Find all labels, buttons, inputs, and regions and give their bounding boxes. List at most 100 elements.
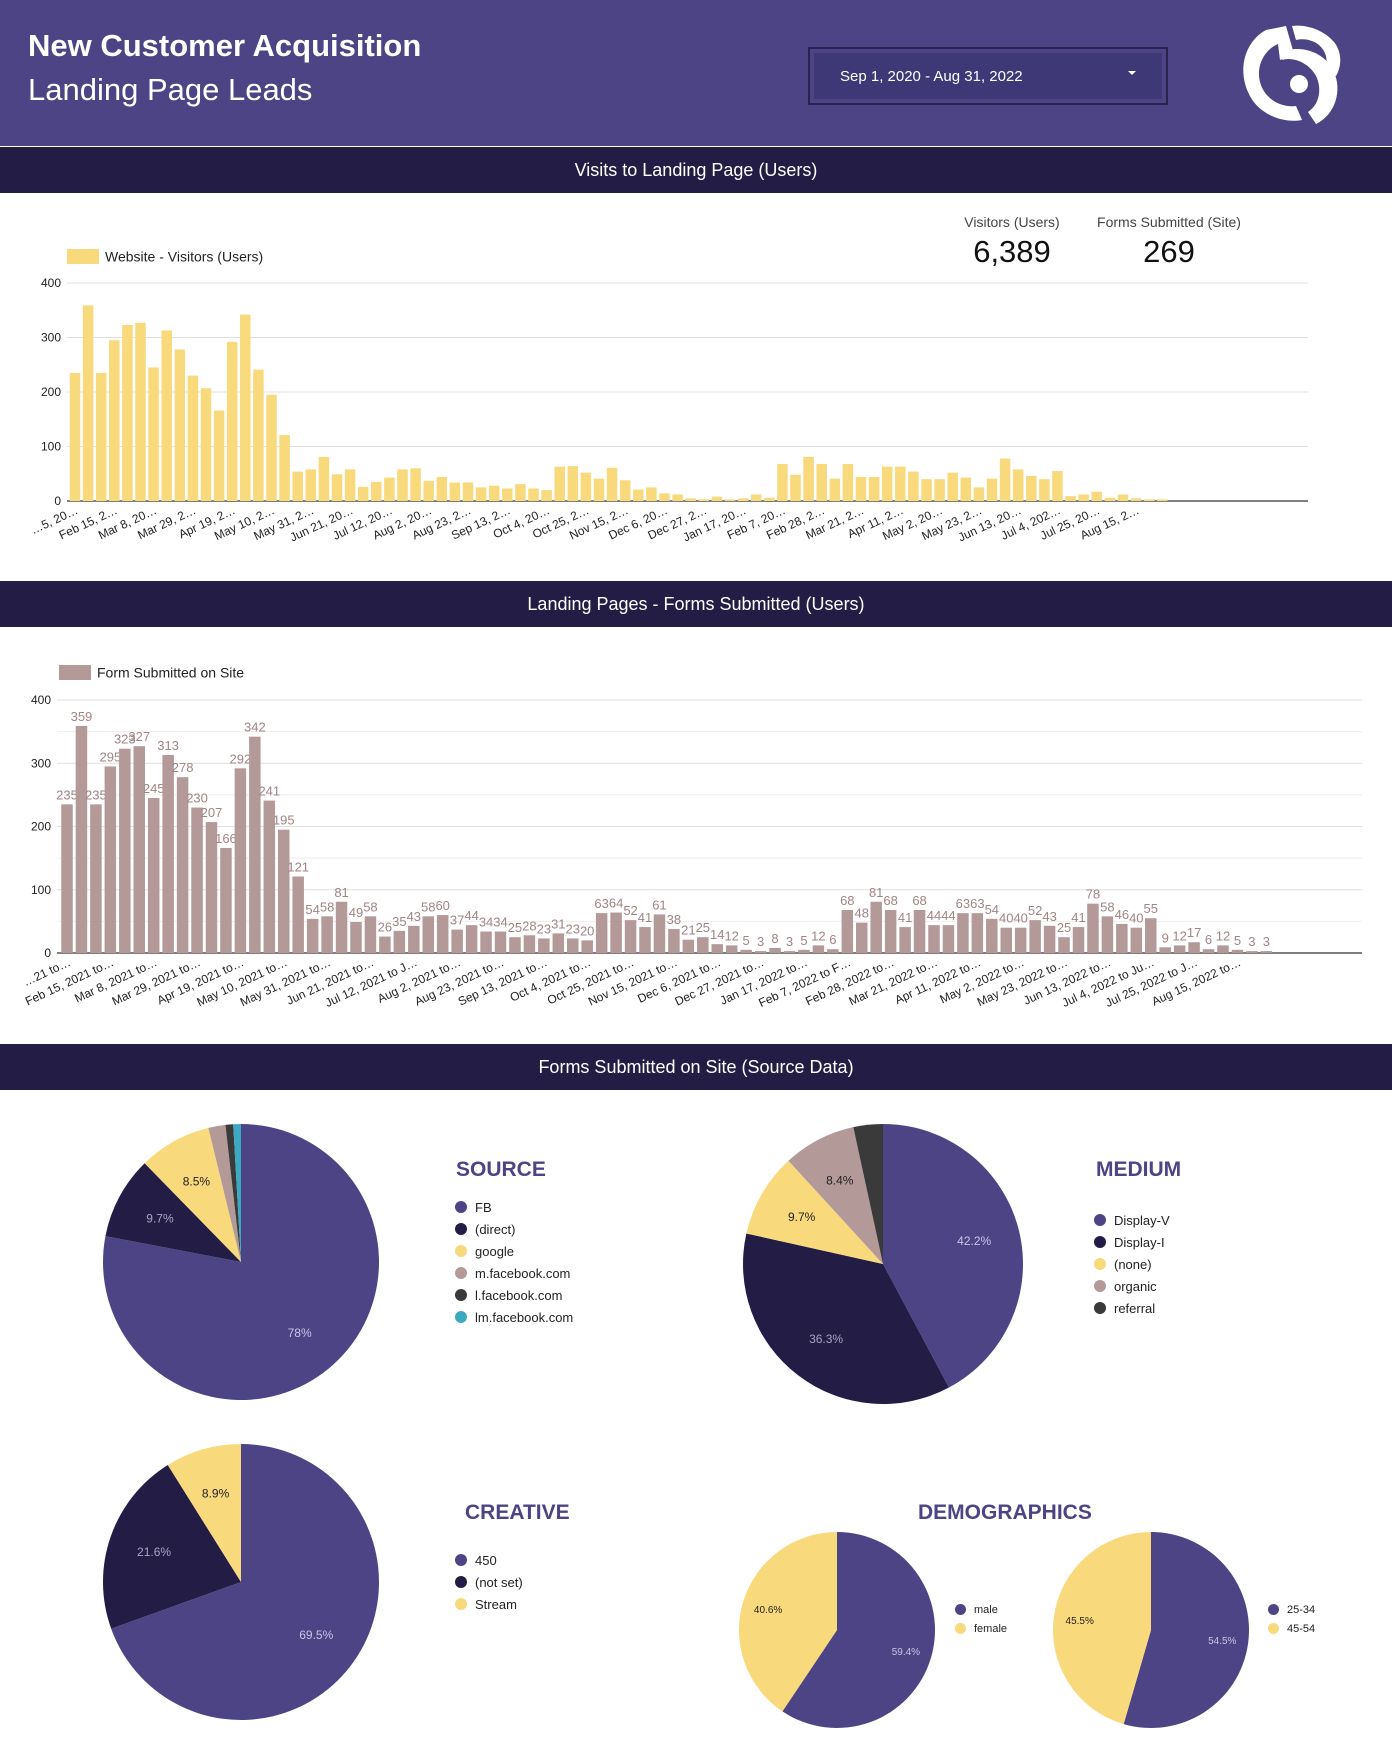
- bar: [619, 480, 631, 501]
- section-band-forms: Landing Pages - Forms Submitted (Users): [0, 581, 1392, 627]
- legend-item: lm.facebook.com: [455, 1306, 573, 1328]
- page-subtitle: Landing Page Leads: [28, 72, 313, 107]
- data-label: 23: [566, 921, 580, 936]
- bar: [292, 471, 303, 501]
- data-label: 40: [1129, 911, 1143, 926]
- bar: [1260, 951, 1273, 953]
- legend-item: Display-I: [1094, 1231, 1170, 1253]
- data-label: 46: [1115, 907, 1129, 922]
- legend-item: 25-34: [1268, 1600, 1315, 1619]
- bar: [921, 479, 932, 501]
- bar: [475, 487, 487, 501]
- header: New Customer Acquisition Landing Page Le…: [0, 0, 1392, 146]
- bar: [541, 490, 552, 501]
- bar: [633, 489, 644, 501]
- bar: [812, 945, 825, 953]
- data-label: 313: [157, 738, 179, 753]
- bar: [798, 949, 810, 953]
- y-tick-label: 400: [31, 693, 51, 707]
- bar: [754, 951, 767, 953]
- bar: [205, 822, 218, 953]
- data-label: 49: [349, 905, 363, 920]
- data-label: 12: [1172, 928, 1186, 943]
- legend-dot: [455, 1245, 467, 1257]
- kpi-visitors: Visitors (Users) 6,389: [950, 214, 1074, 270]
- bar: [1012, 469, 1024, 501]
- data-label: 37: [450, 913, 464, 928]
- bar: [95, 372, 107, 501]
- bar: [1052, 471, 1063, 501]
- data-label: 52: [1028, 903, 1042, 918]
- pie-slice: [102, 1465, 241, 1629]
- y-tick-label: 0: [54, 494, 61, 508]
- pie-label: 9.7%: [788, 1210, 816, 1224]
- bar: [653, 914, 666, 953]
- pie-label: 69.5%: [299, 1628, 333, 1642]
- bar: [263, 800, 276, 953]
- data-label: 40: [1013, 911, 1027, 926]
- data-label: 295: [99, 749, 121, 764]
- bar: [393, 930, 406, 953]
- pie-label: 8.4%: [826, 1174, 854, 1188]
- data-label: 38: [667, 912, 681, 927]
- bar: [1159, 947, 1171, 953]
- data-label: 58: [320, 899, 334, 914]
- bar: [668, 928, 680, 953]
- legend-dot: [1094, 1280, 1106, 1292]
- data-label: 166: [215, 831, 237, 846]
- bar: [711, 496, 723, 501]
- data-label: 63: [594, 896, 608, 911]
- data-label: 54: [305, 902, 319, 917]
- bar: [1117, 494, 1129, 501]
- data-label: 121: [287, 859, 309, 874]
- bar: [1143, 499, 1155, 501]
- bar: [829, 478, 841, 501]
- kpi-forms-label: Forms Submitted (Site): [1097, 214, 1241, 230]
- date-range-picker[interactable]: Sep 1, 2020 - Aug 31, 2022: [808, 47, 1168, 105]
- bar: [82, 305, 94, 501]
- data-label: 34: [479, 914, 493, 929]
- bar: [698, 499, 710, 501]
- kpi-forms: Forms Submitted (Site) 269: [1092, 214, 1246, 270]
- bar: [279, 435, 290, 501]
- data-label: 41: [1071, 910, 1085, 925]
- bar: [672, 494, 683, 501]
- bar: [855, 477, 867, 501]
- data-label: 12: [724, 928, 738, 943]
- pie-slice: [853, 1124, 883, 1264]
- section-band-visits: Visits to Landing Page (Users): [0, 147, 1392, 193]
- y-tick-label: 300: [31, 756, 51, 770]
- data-label: 5: [743, 933, 750, 948]
- bar: [581, 940, 593, 953]
- data-label: 235: [85, 787, 107, 802]
- legend-item: l.facebook.com: [455, 1284, 573, 1306]
- bar: [899, 927, 911, 953]
- bar: [104, 766, 117, 953]
- data-label: 55: [1144, 901, 1158, 916]
- source-legend: FB (direct) google m.facebook.com l.face…: [455, 1196, 573, 1328]
- ampersand-logo-icon: [1243, 25, 1341, 124]
- legend-item: Display-V: [1094, 1209, 1170, 1231]
- bar: [278, 829, 290, 953]
- bar: [697, 937, 709, 953]
- bar: [659, 493, 670, 501]
- data-label: 43: [407, 909, 421, 924]
- pie-label: 40.6%: [754, 1605, 782, 1616]
- data-label: 44: [941, 908, 955, 923]
- pie-label: 8.5%: [183, 1175, 211, 1189]
- section-band-source: Forms Submitted on Site (Source Data): [0, 1044, 1392, 1090]
- bar: [624, 920, 637, 953]
- pie-slice: [742, 1233, 949, 1404]
- bar: [895, 466, 906, 501]
- pie-slice: [1052, 1532, 1151, 1725]
- bar: [494, 931, 507, 953]
- bar: [523, 935, 536, 953]
- data-label: 235: [56, 787, 78, 802]
- bar: [200, 388, 212, 501]
- source-pie: 78% 9.7% 8.5%: [103, 1124, 380, 1400]
- bar: [868, 477, 880, 501]
- bar: [842, 463, 854, 501]
- y-tick-label: 100: [31, 883, 51, 897]
- bar: [371, 481, 382, 501]
- legend-dot: [455, 1223, 467, 1235]
